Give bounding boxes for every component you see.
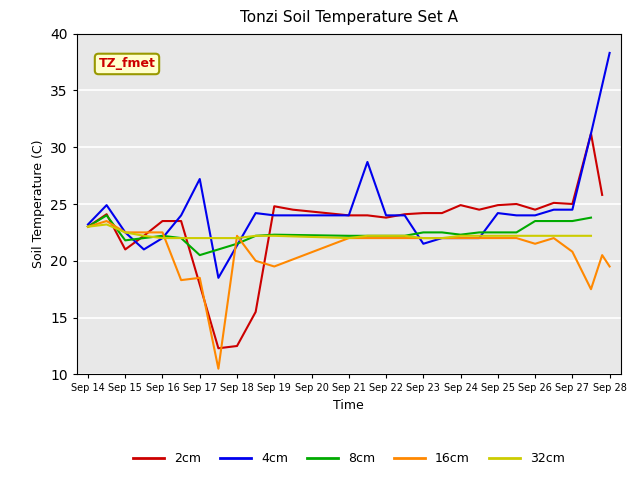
X-axis label: Time: Time bbox=[333, 399, 364, 412]
Legend: 2cm, 4cm, 8cm, 16cm, 32cm: 2cm, 4cm, 8cm, 16cm, 32cm bbox=[128, 447, 570, 470]
Y-axis label: Soil Temperature (C): Soil Temperature (C) bbox=[31, 140, 45, 268]
Title: Tonzi Soil Temperature Set A: Tonzi Soil Temperature Set A bbox=[240, 11, 458, 25]
Text: TZ_fmet: TZ_fmet bbox=[99, 58, 156, 71]
